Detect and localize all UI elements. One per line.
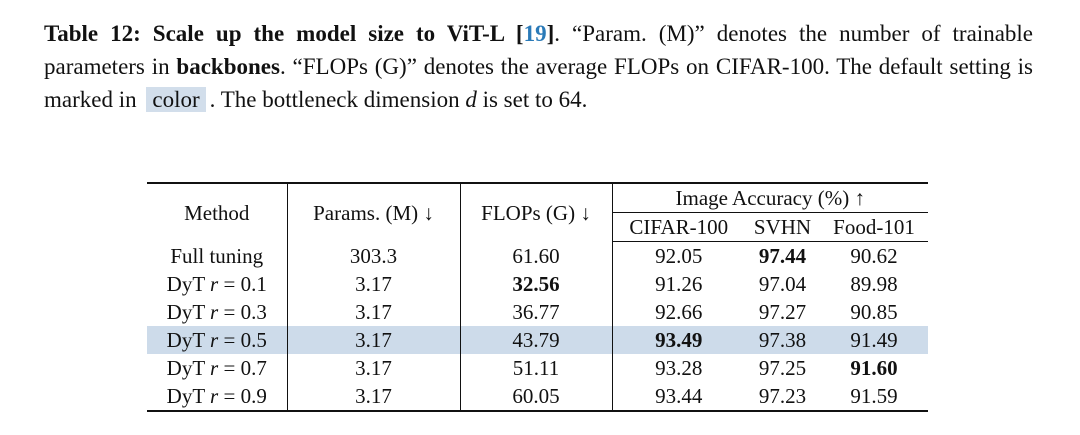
value-cell: 91.60: [850, 356, 898, 380]
method-text: = 0.5: [223, 328, 267, 352]
method-text: DyT: [166, 384, 205, 408]
header-cell: Method: [147, 183, 288, 242]
header-cell: Food-101: [820, 212, 928, 242]
table-row: DyT r = 0.7 3.17 51.11 93.28 97.25 91.60: [147, 354, 928, 382]
caption-text: . The bottleneck dimension: [209, 87, 466, 112]
caption-text: ]: [546, 21, 555, 46]
header-group: Image Accuracy (%) ↑: [612, 183, 928, 213]
method-text: r: [210, 300, 219, 324]
value-cell: 303.3: [287, 241, 461, 270]
value-cell: 97.27: [758, 300, 807, 324]
method-cell: Full tuning: [147, 241, 288, 270]
header-cell: CIFAR-100: [612, 212, 745, 242]
results-table: Method Params. (M) ↓ FLOPs (G) ↓ Image Accu…: [147, 182, 928, 412]
caption-text: backbones: [176, 54, 280, 79]
value-cell: 3.17: [287, 326, 461, 354]
citation-link[interactable]: 19: [523, 21, 547, 46]
caption: Table 12: Scale up the model size to ViT…: [44, 17, 1033, 116]
value-cell: 60.05: [460, 382, 613, 411]
method-cell: DyT r = 0.3: [147, 298, 288, 326]
method-text: DyT: [166, 356, 205, 380]
value-cell: 97.38: [745, 326, 820, 354]
caption-text: color: [146, 87, 206, 112]
value-cell: 3.17: [287, 354, 461, 382]
caption-text: Table 12: Scale up the model size to ViT…: [44, 21, 524, 46]
value-cell: 51.11: [460, 354, 613, 382]
value-cell: 3.17: [287, 298, 461, 326]
header-cell: Params. (M) ↓: [287, 183, 461, 242]
table-row: DyT r = 0.5 3.17 43.79 93.49 97.38 91.49: [147, 326, 928, 354]
header-cell: SVHN: [745, 212, 820, 242]
method-cell: DyT r = 0.9: [147, 382, 288, 411]
value-cell: 97.44: [758, 244, 807, 268]
method-text: = 0.1: [223, 272, 267, 296]
value-cell: 91.26: [655, 272, 703, 296]
caption-text: . “Param. (M)” denotes the number of tra…: [44, 21, 1033, 79]
table-row: DyT r = 0.9 3.17 60.05 93.44 97.23 91.59: [147, 382, 928, 411]
caption-text: . “FLOPs (G)” denotes the average FLOPs …: [44, 54, 1033, 112]
header-row: CIFAR-100 SVHN Food-101: [147, 212, 928, 242]
method-text: DyT: [166, 300, 205, 324]
value-cell: 3.17: [287, 382, 461, 411]
value-cell: 93.49: [612, 326, 745, 354]
method-text: r: [210, 356, 219, 380]
method-cell: DyT r = 0.7: [147, 354, 288, 382]
value-cell: 97.04: [758, 272, 807, 296]
value-cell: 93.44: [655, 384, 703, 408]
table-row: DyT r = 0.1 3.17 32.56 91.26 97.04 89.98: [147, 270, 928, 298]
table-row: Full tuning 303.3 61.60 92.05 97.44 90.62: [147, 241, 928, 270]
caption-text: is set to 64.: [476, 87, 588, 112]
value-cell: 91.49: [820, 326, 928, 354]
caption-text: d: [465, 87, 477, 112]
method-text: DyT: [166, 272, 205, 296]
table-row: DyT r = 0.3 3.17 36.77 92.66 97.27 90.85: [147, 298, 928, 326]
method-text: r: [210, 272, 219, 296]
header-row: Method Params. (M) ↓ FLOPs (G) ↓ Image Accu…: [147, 183, 928, 242]
method-text: = 0.7: [223, 356, 267, 380]
method-text: = 0.3: [223, 300, 267, 324]
value-cell: 97.25: [758, 356, 807, 380]
method-text: = 0.9: [223, 384, 267, 408]
value-cell: 93.28: [655, 356, 703, 380]
value-cell: 61.60: [460, 241, 613, 270]
method-text: Full tuning: [170, 243, 264, 268]
value-cell: 89.98: [850, 272, 898, 296]
method-cell: DyT r = 0.1: [147, 270, 288, 298]
value-cell: 97.23: [758, 384, 807, 408]
value-cell: 90.85: [850, 300, 898, 324]
value-cell: 32.56: [460, 270, 613, 298]
method-cell: DyT r = 0.5: [147, 326, 288, 354]
method-text: r: [210, 384, 219, 408]
value-cell: 91.59: [850, 384, 898, 408]
value-cell: 43.79: [460, 326, 613, 354]
header-cell: FLOPs (G) ↓: [460, 183, 613, 242]
value-cell: 92.05: [655, 244, 703, 268]
value-cell: 90.62: [850, 244, 898, 268]
method-text: r: [210, 328, 219, 352]
value-cell: 36.77: [460, 298, 613, 326]
method-text: DyT: [166, 328, 205, 352]
value-cell: 92.66: [655, 300, 703, 324]
value-cell: 3.17: [287, 270, 461, 298]
